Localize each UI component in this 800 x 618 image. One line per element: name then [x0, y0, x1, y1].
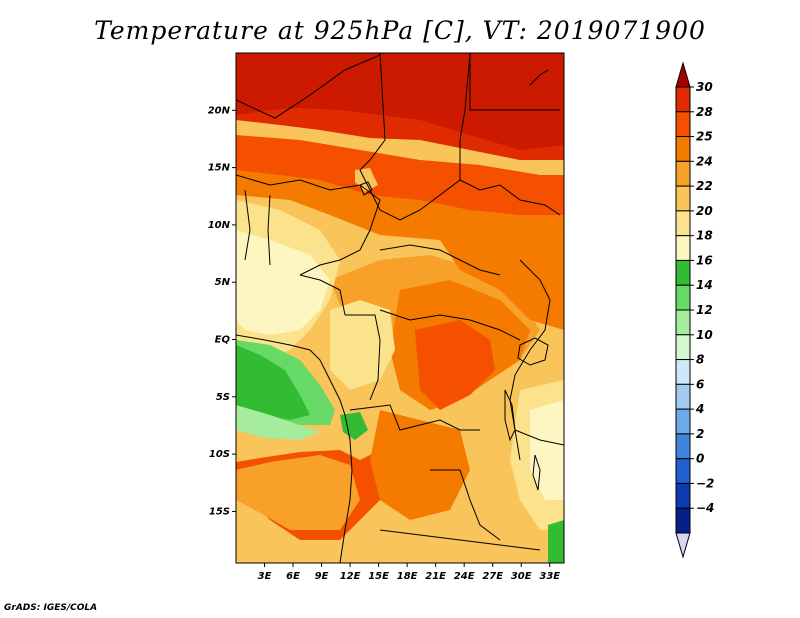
temp-region-angola-warm [370, 410, 470, 520]
colorbar-label: 18 [696, 229, 713, 243]
border-algeria-mali [236, 54, 381, 119]
border-libya-egypt [469, 53, 560, 111]
y-tick-label: 15S [209, 506, 230, 517]
y-tick-label: 15N [208, 163, 231, 174]
y-tick-label: 10N [208, 220, 231, 231]
colorbar-swatch [675, 160, 691, 187]
coastline-west [236, 334, 353, 563]
temperature-map [236, 53, 564, 563]
border-chad-car [379, 244, 501, 276]
colorbar-swatch [675, 433, 691, 460]
colorbar-label: 30 [696, 80, 713, 94]
x-tick-label: 9E [315, 571, 329, 582]
y-tick-label: 5S [216, 392, 230, 403]
colorbar-label: 16 [696, 253, 713, 267]
temp-region-sahel-24 [236, 160, 564, 240]
border-tanzania [514, 429, 564, 446]
colorbar-swatch [675, 359, 691, 385]
colorbar-top-triangle [675, 61, 691, 88]
y-tick-label: 20N [208, 105, 231, 116]
colorbar-label: 25 [696, 130, 713, 144]
border-sahel [236, 174, 381, 276]
colorbar-swatch [675, 458, 691, 484]
colorbar-swatch [675, 482, 691, 509]
temp-region-southeast-green [548, 520, 564, 563]
colorbar-swatch [675, 309, 691, 336]
temp-region-congo-hot [415, 320, 495, 410]
colorbar-label: 20 [696, 204, 713, 218]
colorbar-swatch [675, 185, 691, 212]
colorbar-swatch [675, 111, 691, 138]
axis-ticks: 3E 6E 9E 12E 15E 18E 21E 24E 27E 30E 33E 20N 15N 10N 5… [208, 105, 561, 582]
colorbar-label: 0 [696, 452, 704, 466]
colorbar-label: 28 [696, 105, 713, 119]
colorbar-label: −2 [696, 476, 714, 490]
colorbar-swatch [675, 210, 691, 237]
colorbar-label: 24 [696, 154, 713, 168]
border-congo [345, 314, 381, 401]
border-zambia-south [379, 529, 541, 551]
country-borders [236, 53, 564, 563]
colorbar-label: 2 [696, 427, 704, 441]
colorbar-swatch [675, 235, 691, 261]
border-angola-drc [349, 404, 480, 431]
x-tick-label: 18E [397, 571, 418, 582]
x-tick-label: 12E [340, 571, 361, 582]
x-tick-label: 21E [425, 571, 446, 582]
x-tick-label: 30E [511, 571, 532, 582]
colorbar-label: −4 [696, 501, 714, 515]
colorbar-label: 14 [696, 278, 713, 292]
colorbar-swatch [675, 136, 691, 162]
y-tick-label: EQ [215, 335, 231, 346]
border-ghana [267, 194, 271, 266]
colorbar-swatch [675, 334, 691, 361]
x-tick-label: 3E [258, 571, 272, 582]
colorbar-swatch [675, 408, 691, 435]
y-tick-label: 5N [215, 277, 231, 288]
x-tick-label: 33E [539, 571, 560, 582]
colorbar-label: 6 [696, 377, 704, 391]
temp-region-22-south [236, 455, 360, 530]
map-frame [235, 52, 565, 564]
lake-victoria [517, 337, 549, 366]
colorbar-bottom-triangle [675, 532, 691, 559]
colorbar-swatch [675, 86, 691, 113]
colorbar-swatch [675, 284, 691, 311]
y-tick-label: 10S [209, 449, 230, 460]
colorbar-label: 4 [695, 402, 704, 416]
x-tick-label: 6E [286, 571, 300, 582]
colorbar-swatch [675, 507, 691, 534]
temp-region-sahel-25 [236, 135, 564, 215]
border-drc-north [379, 309, 521, 341]
temp-region-atlantic-light [236, 405, 320, 440]
border-niger-chad [359, 53, 471, 221]
colorbar-swatch [675, 383, 691, 410]
border-angola-zambia [430, 469, 501, 541]
x-tick-label: 27E [482, 571, 503, 582]
credit-text: GrADS: IGES/COLA [4, 603, 98, 613]
colorbar-label: 10 [696, 328, 713, 342]
border-ivory [244, 189, 251, 261]
colorbar-label: 12 [696, 303, 713, 317]
red-sea-coast [529, 69, 549, 86]
border-sudan [459, 179, 561, 216]
temp-region-east-highland-light [530, 400, 564, 500]
temp-region-atlantic-green-dark [236, 345, 310, 420]
temp-region-east-warm [440, 230, 564, 330]
lake-chad [359, 181, 373, 196]
chart-title: Temperature at 925hPa [C], VT: 201907190… [94, 16, 706, 45]
x-tick-label: 15E [368, 571, 389, 582]
temp-region-gulf-pale [236, 230, 330, 335]
temp-region-coastal-green [340, 412, 368, 440]
border-nigeria-cameroon [299, 274, 346, 316]
lake-malawi [532, 454, 541, 491]
colorbar-swatch [675, 259, 691, 286]
colorbar-label: 8 [696, 353, 704, 367]
x-tick-label: 24E [454, 571, 475, 582]
colorbar-label: 22 [696, 179, 713, 193]
temp-region-sahara-30 [236, 53, 564, 150]
lake-tanganyika [504, 389, 516, 442]
